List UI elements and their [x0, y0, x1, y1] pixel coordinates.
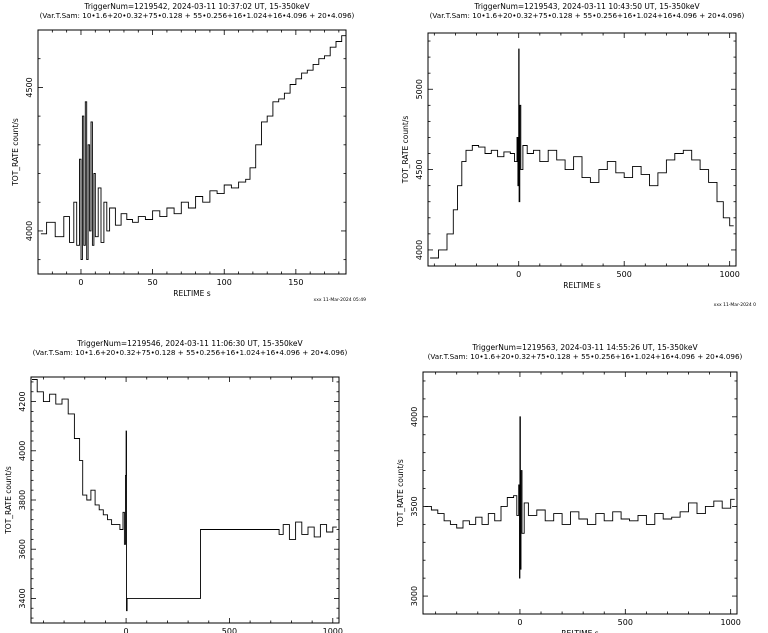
series-line-1 [32, 379, 337, 612]
y-tick-label: 3800 [18, 490, 27, 510]
y-tick-label: 3500 [410, 496, 419, 516]
y-tick-label: 4000 [18, 441, 27, 461]
plot-frame [422, 371, 738, 615]
plot-frame [427, 32, 737, 267]
chart-subtitle: (Var.T.Sam: 10•1.6+20•0.32+75•0.128 + 55… [430, 11, 745, 20]
x-tick-label: 0 [124, 627, 129, 633]
x-tick-label: 150 [288, 278, 303, 287]
y-axis-label: TOT_RATE count/s [4, 466, 13, 535]
chart-panel-2: TriggerNum=1219543, 2024-03-11 10:43:50 … [401, 2, 756, 308]
chart-title: TriggerNum=1219542, 2024-03-11 10:37:02 … [83, 2, 310, 11]
plot-frame [37, 29, 347, 275]
x-tick-label: 0 [516, 270, 521, 279]
plot-frame [30, 376, 340, 624]
y-tick-label: 4500 [25, 77, 34, 97]
chart-panel-4: TriggerNum=1219563, 2024-03-11 14:55:26 … [396, 343, 743, 633]
x-tick-label: 50 [148, 278, 158, 287]
x-tick-label: 1000 [323, 627, 343, 633]
y-axis-label: TOT_RATE count/s [11, 118, 20, 187]
chart-panel-1: TriggerNum=1219542, 2024-03-11 10:37:02 … [11, 2, 366, 303]
y-tick-label: 4500 [415, 159, 424, 179]
chart-subtitle: (Var.T.Sam: 10•1.6+20•0.32+75•0.128 + 55… [33, 348, 348, 357]
y-axis-label: TOT_RATE count/s [396, 459, 405, 528]
chart-title: TriggerNum=1219546, 2024-03-11 11:06:30 … [76, 339, 303, 348]
footer-stamp: xxx 11-Mar-2024 0 [714, 302, 756, 308]
chart-subtitle: (Var.T.Sam: 10•1.6+20•0.32+75•0.128 + 55… [428, 352, 743, 361]
y-tick-label: 3400 [18, 588, 27, 608]
x-tick-label: 500 [618, 618, 633, 627]
x-axis-label: RELTIME s [173, 289, 210, 298]
chart-subtitle: (Var.T.Sam: 10•1.6+20•0.32+75•0.128 + 55… [40, 11, 355, 20]
y-tick-label: 4000 [25, 221, 34, 241]
y-tick-label: 5000 [415, 79, 424, 99]
y-tick-label: 4000 [415, 240, 424, 260]
x-tick-label: 0 [78, 278, 83, 287]
x-tick-label: 100 [217, 278, 232, 287]
x-tick-label: 0 [517, 618, 522, 627]
series-line-1 [425, 416, 735, 579]
chart-title: TriggerNum=1219563, 2024-03-11 14:55:26 … [471, 343, 698, 352]
x-tick-label: 1000 [719, 270, 739, 279]
series-line-1 [430, 48, 734, 259]
chart-title: TriggerNum=1219543, 2024-03-11 10:43:50 … [473, 2, 700, 11]
x-axis-label: RELTIME s [561, 629, 598, 633]
chart-panel-3: TriggerNum=1219546, 2024-03-11 11:06:30 … [4, 339, 348, 633]
y-tick-label: 3600 [18, 539, 27, 559]
y-tick-label: 3000 [410, 586, 419, 606]
y-axis-label: TOT_RATE count/s [401, 116, 410, 185]
y-tick-label: 4200 [18, 391, 27, 411]
x-tick-label: 500 [222, 627, 237, 633]
footer-stamp: xxx 11-Mar-2024 05:49 [314, 297, 367, 303]
x-tick-label: 1000 [720, 618, 740, 627]
x-axis-label: RELTIME s [563, 281, 600, 290]
y-tick-label: 4000 [410, 407, 419, 427]
series-line-1 [40, 35, 346, 261]
x-tick-label: 500 [617, 270, 632, 279]
